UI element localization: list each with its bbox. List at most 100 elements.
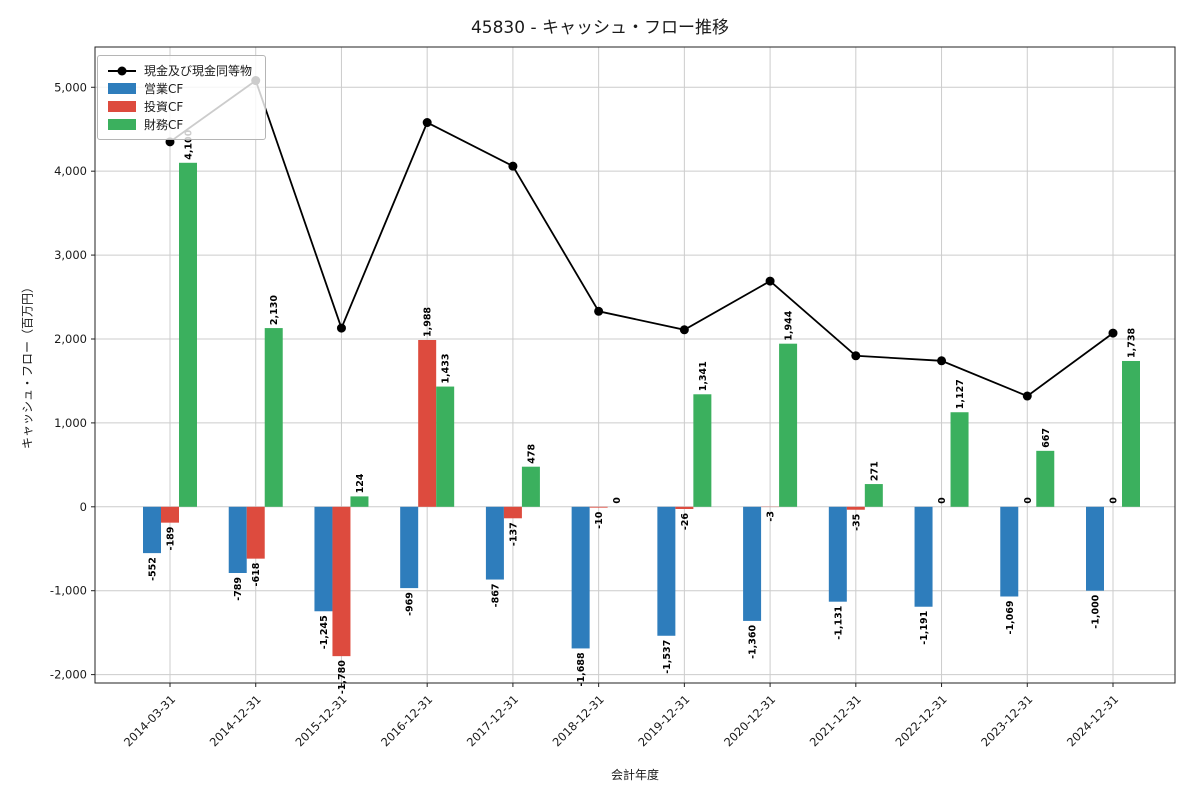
financing-cf-bar: [950, 412, 969, 507]
bar-value-label: -1,537: [662, 640, 673, 674]
operating-cf-bar: [143, 506, 161, 554]
financing-cf-bar: [436, 386, 455, 507]
x-tick-label: 2014-12-31: [207, 692, 264, 749]
y-tick-label: -2,000: [50, 668, 87, 682]
financing-cf-bar: [350, 496, 369, 507]
bar-value-label: 1,341: [698, 361, 709, 391]
legend-item-cash-line: 現金及び現金同等物: [108, 63, 252, 78]
cash-line-point: [679, 325, 689, 335]
bar-value-label: -969: [405, 592, 416, 616]
bar-value-label: -1,000: [1091, 594, 1102, 628]
line-marker-icon: [108, 66, 136, 75]
bar-value-label: 124: [355, 473, 366, 493]
x-tick-label: 2017-12-31: [464, 692, 521, 749]
financing-cf-bar: [179, 162, 197, 507]
legend-label: 現金及び現金同等物: [144, 64, 253, 78]
operating-cf-bar: [314, 506, 333, 612]
legend-item-investing-cf: 投資CF: [108, 99, 252, 114]
plot-border: [94, 46, 1176, 684]
y-tick-label: 5,000: [54, 80, 87, 94]
bar-value-label: -1,131: [833, 606, 844, 640]
bar-value-label: -1,360: [748, 625, 759, 659]
financing-cf-bar: [693, 394, 712, 507]
operating-cf-swatch-icon: [108, 83, 136, 94]
x-tick-label: 2016-12-31: [378, 692, 435, 749]
line-dot-icon: [117, 66, 127, 75]
bar-value-label: -1,191: [919, 611, 930, 645]
bar-value-label: 4,100: [184, 129, 195, 159]
x-axis-label: 会計年度: [610, 768, 660, 782]
investing-cf-swatch-icon: [108, 101, 136, 112]
bar-value-label: -867: [490, 584, 501, 608]
legend-label: 営業CF: [144, 82, 184, 96]
operating-cf-bar: [657, 506, 676, 636]
investing-cf-bar: [246, 506, 265, 559]
bar-value-label: -35: [851, 514, 862, 531]
financing-cf-bar: [521, 466, 540, 507]
bar-value-label: 667: [1041, 428, 1052, 448]
operating-cf-bar: [828, 506, 847, 602]
y-tick-label: 4,000: [54, 164, 87, 178]
y-tick-label: 3,000: [54, 248, 87, 262]
investing-cf-bar: [675, 506, 694, 509]
bar-value-label: -3: [766, 511, 777, 522]
operating-cf-bar: [228, 506, 247, 574]
x-tick-label: 2024-12-31: [1064, 692, 1121, 749]
bar-value-label: -618: [251, 562, 262, 586]
cash-line-point: [765, 276, 775, 286]
investing-cf-bar: [332, 506, 351, 657]
axes: -2,000 -1,000 0 1,000 2,000 3,000 4,000 5,000 20…: [50, 46, 1176, 749]
x-tick-label: 2019-12-31: [635, 692, 692, 749]
bar-value-label: 0: [612, 497, 623, 504]
x-tick-label: 2021-12-31: [807, 692, 864, 749]
y-tick-label: 2,000: [54, 332, 87, 346]
cash-line-point: [1022, 391, 1032, 401]
bars: -552 -789 -1,245 -969 -867 -1,688 -1,537 -1,360…: [143, 129, 1140, 694]
cash-line-point: [508, 161, 518, 171]
investing-cf-bar: [503, 506, 522, 519]
bar-value-label: 2,130: [269, 295, 280, 325]
cash-line-series: [165, 76, 1118, 401]
bar-value-label: 1,127: [955, 379, 966, 409]
operating-cf-bar: [1086, 506, 1104, 591]
x-tick-label: 2020-12-31: [721, 692, 778, 749]
legend-item-operating-cf: 営業CF: [108, 81, 252, 96]
bar-value-label: -1,688: [576, 652, 587, 686]
bar-value-label: -1,780: [337, 660, 348, 694]
legend-label: 投資CF: [144, 100, 184, 114]
operating-cf-bar: [485, 506, 504, 580]
y-tick-label: -1,000: [50, 584, 87, 598]
bar-value-label: 0: [1023, 497, 1034, 504]
operating-cf-bar: [743, 506, 762, 621]
cash-line-point: [422, 118, 432, 128]
operating-cf-bar: [571, 506, 590, 649]
y-tick-label: 0: [80, 500, 87, 514]
x-tick-label: 2015-12-31: [292, 692, 349, 749]
bar-value-label: 1,738: [1127, 328, 1138, 358]
bar-value-label: -789: [233, 577, 244, 601]
financing-cf-bar: [1122, 360, 1140, 507]
cash-line-point: [1108, 328, 1118, 338]
x-tick-label: 2023-12-31: [978, 692, 1035, 749]
bar-value-label: -552: [148, 557, 159, 581]
bar-value-label: 0: [937, 497, 948, 504]
x-tick-label: 2014-03-31: [121, 692, 178, 749]
bar-value-label: 1,988: [423, 307, 434, 337]
cash-line-point: [851, 351, 861, 361]
financing-cf-bar: [1036, 450, 1055, 507]
legend-item-financing-cf: 財務CF: [108, 117, 252, 132]
cash-line-point: [937, 356, 947, 366]
legend-label: 財務CF: [144, 118, 184, 132]
bar-value-label: -189: [166, 527, 177, 551]
cash-line-point: [336, 323, 346, 333]
bar-value-label: 1,433: [441, 354, 452, 384]
bar-value-label: -1,069: [1005, 600, 1016, 634]
cash-line: [169, 79, 1114, 398]
investing-cf-bar: [418, 339, 437, 507]
investing-cf-bar: [846, 506, 865, 510]
financing-cf-bar: [779, 343, 798, 507]
bar-value-label: -10: [594, 511, 605, 529]
bar-value-label: 478: [526, 443, 537, 463]
